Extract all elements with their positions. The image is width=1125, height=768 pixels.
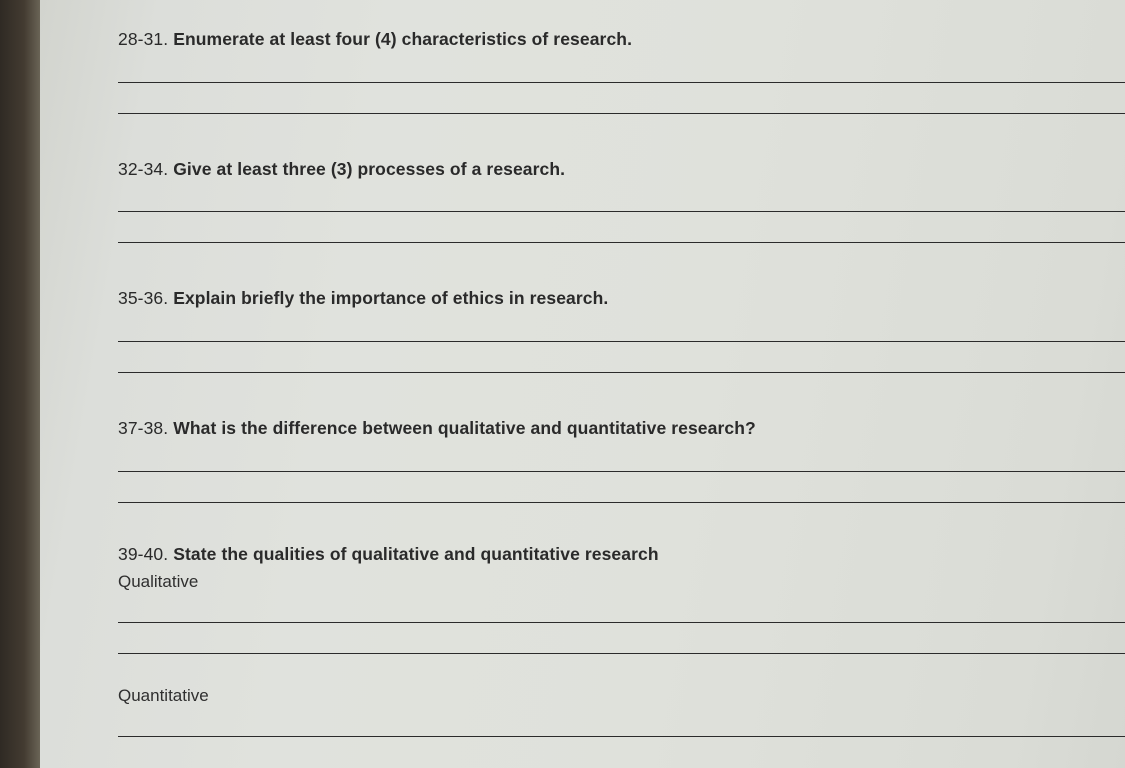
sublabel-quantitative: Quantitative	[118, 686, 1125, 706]
answer-line	[118, 736, 1125, 737]
question-number: 39-40.	[118, 544, 168, 564]
question-text: State the qualities of qualitative and q…	[173, 544, 658, 564]
answer-line	[118, 653, 1125, 654]
answer-line	[118, 82, 1125, 83]
question-number: 37-38.	[118, 418, 168, 438]
question-block: 28-31. Enumerate at least four (4) chara…	[118, 28, 1125, 148]
sublabel-qualitative: Qualitative	[118, 572, 1125, 592]
question-text: Explain briefly the importance of ethics…	[173, 288, 608, 308]
question-block: 37-38. What is the difference between qu…	[118, 417, 1125, 533]
question-text: Enumerate at least four (4) characterist…	[173, 29, 632, 49]
answer-line	[118, 341, 1125, 342]
question-number: 32-34.	[118, 159, 168, 179]
question-number: 28-31.	[118, 29, 168, 49]
question-text: What is the difference between qualitati…	[173, 418, 756, 438]
answer-line	[118, 211, 1125, 212]
question-prompt: 32-34. Give at least three (3) processes…	[118, 158, 1125, 182]
question-prompt: 28-31. Enumerate at least four (4) chara…	[118, 28, 1125, 52]
worksheet-paper: 28-31. Enumerate at least four (4) chara…	[40, 0, 1125, 768]
question-block: 32-34. Give at least three (3) processes…	[118, 158, 1125, 278]
page-left-edge-shadow	[0, 0, 40, 768]
question-number: 35-36.	[118, 288, 168, 308]
answer-line	[118, 242, 1125, 243]
question-block: 39-40. State the qualities of qualitativ…	[118, 543, 1125, 738]
answer-line	[118, 502, 1125, 503]
answer-line	[118, 471, 1125, 472]
answer-line	[118, 113, 1125, 114]
question-prompt: 37-38. What is the difference between qu…	[118, 417, 1125, 441]
answer-line	[118, 622, 1125, 623]
question-block: 35-36. Explain briefly the importance of…	[118, 287, 1125, 407]
answer-line	[118, 372, 1125, 373]
question-text: Give at least three (3) processes of a r…	[173, 159, 565, 179]
question-prompt: 39-40. State the qualities of qualitativ…	[118, 543, 1125, 567]
question-prompt: 35-36. Explain briefly the importance of…	[118, 287, 1125, 311]
